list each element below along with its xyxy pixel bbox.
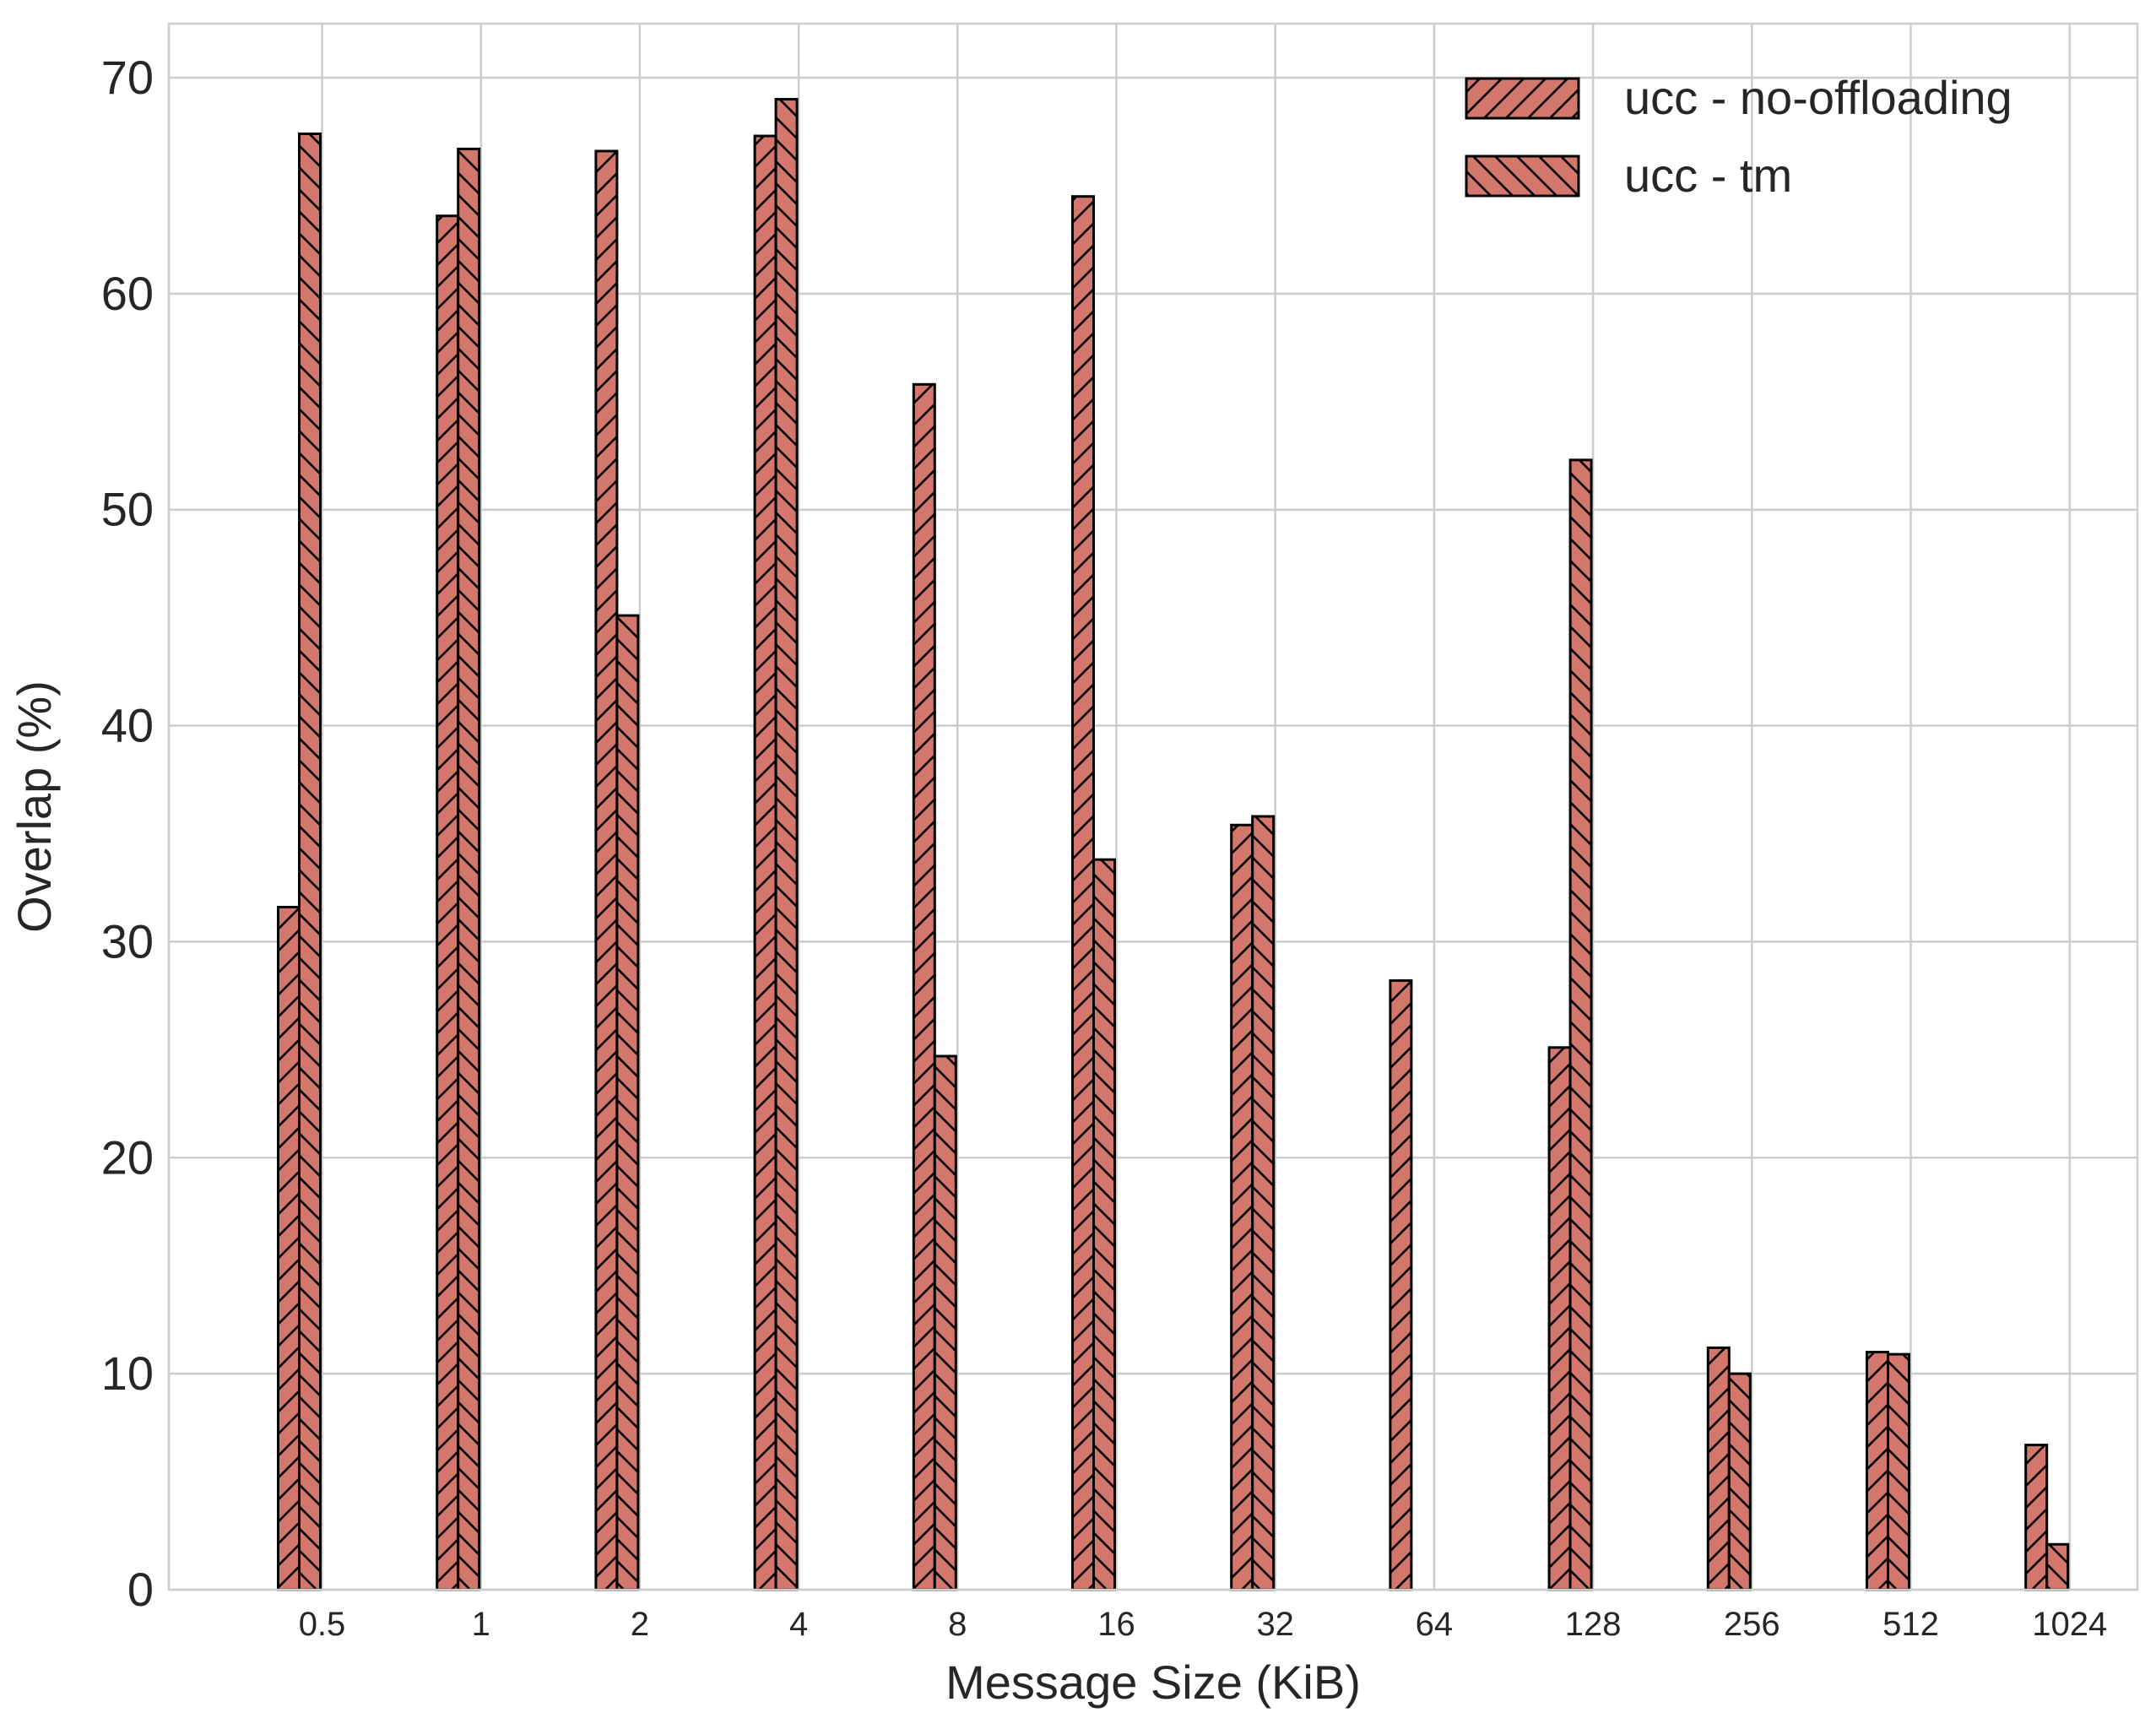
x-tick-label-16: 16 (1097, 1606, 1135, 1643)
bar-s1-2 (615, 614, 640, 1591)
bar-s0-16 (1071, 195, 1095, 1591)
x-tick-label-1024: 1024 (2032, 1606, 2107, 1643)
y-tick-label-0: 0 (127, 1563, 154, 1616)
x-tick-label-1: 1 (472, 1606, 490, 1643)
bar-s1-32 (1251, 815, 1276, 1591)
y-tick-label-50: 50 (101, 483, 154, 536)
y-tick-label-30: 30 (101, 914, 154, 967)
bar-s0-256 (1706, 1346, 1731, 1591)
x-tick-label-2: 2 (631, 1606, 649, 1643)
y-tick-label-60: 60 (101, 267, 154, 320)
bar-s0-32 (1230, 823, 1254, 1591)
x-tick-label-128: 128 (1565, 1606, 1622, 1643)
bar-s1-8 (933, 1054, 957, 1591)
y-tick-label-70: 70 (101, 51, 154, 104)
x-tick-label-512: 512 (1882, 1606, 1939, 1643)
bar-s1-128 (1568, 458, 1593, 1591)
bar-s1-512 (1887, 1352, 1910, 1591)
y-tick-label-10: 10 (101, 1347, 154, 1400)
y-axis-ticks: 0 10 20 30 40 50 60 70 (101, 51, 154, 1616)
legend: ucc - no-offloading ucc - tm (1465, 71, 2012, 202)
bar-s0-1 (436, 214, 460, 1591)
x-tick-label-64: 64 (1416, 1606, 1454, 1643)
bar-s1-16 (1092, 858, 1116, 1591)
bar-s0-512 (1866, 1351, 1889, 1591)
y-axis-title: Overlap (%) (8, 680, 61, 933)
y-tick-label-20: 20 (101, 1130, 154, 1184)
bar-s0-128 (1547, 1046, 1572, 1591)
bar-s1-1 (457, 147, 481, 1591)
legend-label-tm: ucc - tm (1624, 149, 1792, 202)
legend-swatch-no-offloading (1465, 77, 1580, 120)
legend-swatch-tm (1465, 154, 1580, 198)
bar-s0-2 (594, 149, 619, 1591)
bar-s1-4 (774, 98, 799, 1591)
bar-s0-0.5 (277, 905, 301, 1591)
x-tick-label-8: 8 (948, 1606, 967, 1643)
plot-frame (167, 22, 2139, 1591)
grid-lines (169, 24, 2137, 1591)
bar-s1-1024 (2045, 1542, 2070, 1591)
bar-s1-0.5 (298, 132, 322, 1591)
bar-s0-4 (753, 134, 777, 1591)
bars (277, 98, 2070, 1591)
x-tick-label-0.5: 0.5 (299, 1606, 346, 1643)
bar-s1-256 (1727, 1372, 1752, 1591)
x-tick-label-32: 32 (1256, 1606, 1294, 1643)
bar-s0-64 (1389, 978, 1413, 1591)
x-tick-label-256: 256 (1724, 1606, 1780, 1643)
x-axis-title: Message Size (KiB) (945, 1656, 1361, 1709)
x-tick-label-4: 4 (789, 1606, 808, 1643)
x-axis-ticks: 0.5 1 2 4 8 16 32 64 128 256 512 1024 (299, 1606, 2107, 1643)
legend-label-no-offloading: ucc - no-offloading (1624, 71, 2012, 124)
bar-s0-8 (912, 382, 936, 1591)
bar-s0-1024 (2024, 1444, 2049, 1591)
y-tick-label-40: 40 (101, 699, 154, 752)
